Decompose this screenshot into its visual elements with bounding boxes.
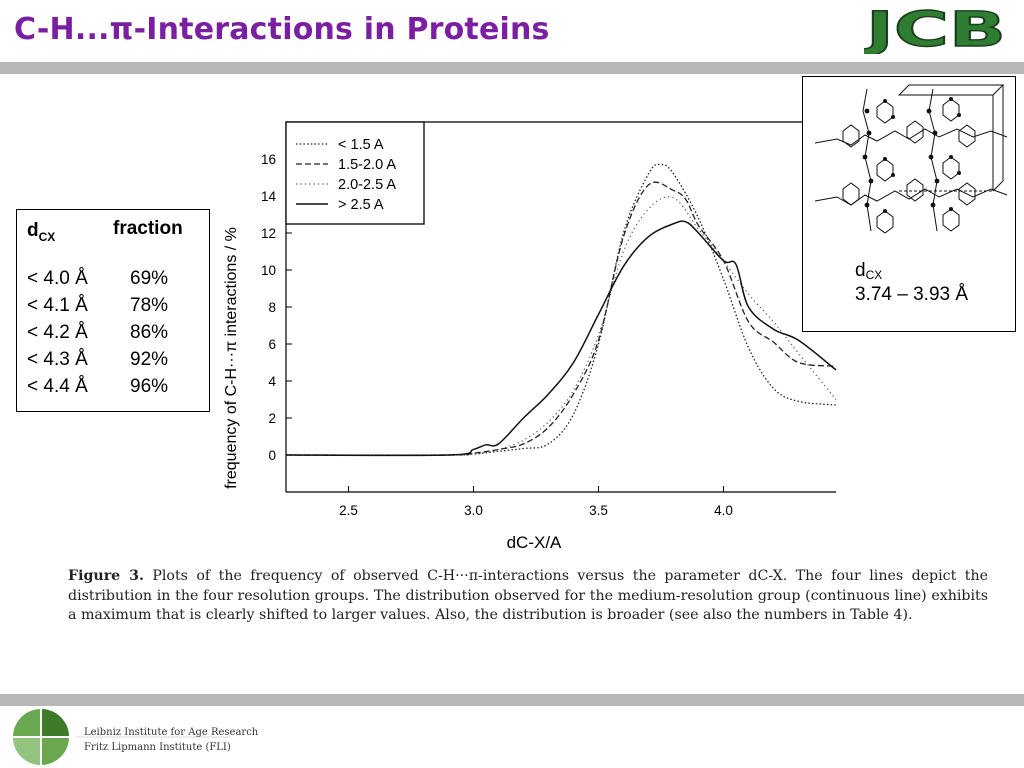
legend-label: 1.5-2.0 A [338, 157, 396, 173]
x-tick-label: 3.5 [589, 503, 608, 518]
fraction-threshold: < 4.1 Å [27, 295, 88, 316]
x-tick-label: 2.5 [339, 503, 358, 518]
fraction-value: 86% [130, 322, 169, 343]
fraction-threshold: < 4.0 Å [27, 268, 88, 289]
y-tick-label: 4 [268, 374, 276, 389]
y-tick-label: 2 [268, 411, 276, 426]
jcb-logo-text: JCB [864, 4, 1006, 54]
fraction-row: < 4.2 Å 86% [27, 322, 207, 348]
fraction-row: < 4.4 Å 96% [27, 376, 207, 402]
slide-title: C-H...π-Interactions in Proteins [14, 12, 550, 47]
figure-caption: Figure 3. Plots of the frequency of obse… [68, 567, 988, 626]
fraction-row: < 4.1 Å 78% [27, 295, 207, 321]
y-tick-label: 14 [261, 189, 277, 204]
fraction-value: 96% [130, 376, 169, 397]
frequency-plot: 0 2 4 6 8 10 12 14 16 2.5 3.0 3.5 4.0 < 1.5 A 1.5-2.… [223, 121, 837, 552]
legend-box [285, 121, 425, 225]
y-tick-label: 6 [268, 337, 276, 352]
legend-layer: < 1.5 A 1.5-2.0 A 2.0-2.5 A > 2.5 A [285, 121, 425, 225]
fraction-threshold: < 4.2 Å [27, 322, 88, 343]
y-tick-label: 0 [268, 448, 276, 463]
jcb-logo: JCB [864, 4, 1010, 54]
dcx-range: 3.74 – 3.93 Å [855, 284, 969, 305]
legend-label: < 1.5 A [338, 137, 384, 153]
top-divider [0, 62, 1024, 74]
series-line-4 [285, 220, 837, 457]
y-tick-label: 10 [261, 263, 276, 278]
dcx-label: dCX [855, 260, 883, 282]
fraction-header-d: dCX [27, 220, 56, 244]
institute-logo [12, 708, 234, 766]
legend-label: 2.0-2.5 A [338, 177, 396, 193]
figure-label: Figure 3. [68, 568, 144, 584]
fraction-threshold: < 4.3 Å [27, 349, 88, 370]
fraction-row: < 4.3 Å 92% [27, 349, 207, 375]
fraction-row: < 4.0 Å 69% [27, 268, 207, 294]
series-line-2 [285, 181, 837, 456]
crystal-structure-image [814, 84, 1008, 234]
fraction-header-fraction: fraction [113, 218, 183, 239]
x-axis-label: dC-X/A [507, 533, 562, 552]
series-layer [285, 163, 837, 457]
y-tick-label: 12 [261, 226, 276, 241]
fraction-value: 69% [130, 268, 169, 289]
fraction-value: 78% [130, 295, 169, 316]
x-tick-label: 3.0 [464, 503, 483, 518]
legend-label: > 2.5 A [338, 197, 384, 213]
crystal-structure-panel: dCX 3.74 – 3.93 Å [802, 76, 1016, 332]
y-tick-label: 8 [268, 300, 276, 315]
institute-name-line1: Leibniz Institute for Age Research [84, 727, 259, 738]
series-line-1 [285, 163, 837, 456]
series-line-3 [285, 196, 837, 456]
x-tick-label: 4.0 [714, 503, 733, 518]
y-axis-label: frequency of C-H···π interactions / % [223, 227, 240, 489]
caption-text: Plots of the frequency of observed C-H··… [68, 568, 989, 623]
fraction-threshold: < 4.4 Å [27, 376, 88, 397]
fraction-table: dCX fraction < 4.0 Å 69% < 4.1 Å 78% < 4… [16, 209, 210, 412]
y-tick-label: 16 [261, 152, 276, 167]
bottom-divider [0, 694, 1024, 706]
institute-name-line2: Fritz Lipmann Institute (FLI) [84, 742, 231, 753]
fraction-value: 92% [130, 349, 169, 370]
